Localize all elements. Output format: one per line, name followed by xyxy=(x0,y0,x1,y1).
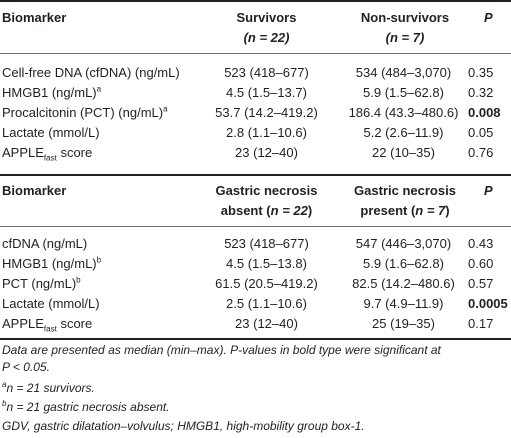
table1-row-p-value: 0.05 xyxy=(468,125,494,140)
row-label-text: HMGB1 (ng/mL) xyxy=(2,256,97,271)
table2-row-value-group1: 4.5 (1.5–13.8) xyxy=(226,256,307,271)
table1-row-p-value: 0.008 xyxy=(468,105,501,120)
table2-row-label: HMGB1 (ng/mL)b xyxy=(2,256,101,272)
row-label-footnote-marker: b xyxy=(76,275,81,285)
table2-row-value-group2: 25 (19–35) xyxy=(372,316,435,331)
table2-header-rule xyxy=(0,226,511,227)
table1-row-p-value: 0.32 xyxy=(468,85,494,100)
row-label-subscript: fast xyxy=(43,324,57,334)
table2-header-present-n: present (n = 7) xyxy=(360,203,450,218)
table1-row-label: Procalcitonin (PCT) (ng/mL)a xyxy=(2,105,168,121)
row-label-footnote-marker: a xyxy=(96,84,102,94)
table2-row-p-value: 0.43 xyxy=(468,236,494,251)
table2-row-value-group2: 9.7 (4.9–11.9) xyxy=(363,296,444,311)
table1-row-value-group1: 523 (418–677) xyxy=(224,65,309,80)
footnote-b: bn = 21 gastric necrosis absent. xyxy=(2,399,507,416)
row-label-text: Lactate (mmol/L) xyxy=(2,125,100,140)
table2-row-label: Lactate (mmol/L) xyxy=(2,296,100,312)
footnote-a-marker: a xyxy=(2,380,7,389)
footnote-main-line2: P < 0.05. xyxy=(2,360,50,374)
table2-header-absent: Gastric necrosis xyxy=(215,183,318,198)
table2-top-rule xyxy=(0,174,511,176)
table1-row-label: Lactate (mmol/L) xyxy=(2,125,100,141)
table1-row-value-group2: 5.9 (1.5–62.8) xyxy=(363,85,444,100)
table1-row-value-group1: 23 (12–40) xyxy=(235,145,298,160)
table1-header-survivors-n: (n = 22) xyxy=(243,30,290,45)
table2-row-value-group1: 61.5 (20.5–419.2) xyxy=(215,276,318,291)
table1-header-p: P xyxy=(484,10,493,25)
row-label-footnote-marker: a xyxy=(163,104,168,114)
footnote-a: an = 21 survivors. xyxy=(2,380,507,397)
table2-row-value-group2: 5.9 (1.6–62.8) xyxy=(363,256,444,271)
table1-row-p-value: 0.35 xyxy=(468,65,494,80)
row-label-text: HMGB1 (ng/mL) xyxy=(2,85,97,100)
row-label-footnote-marker: b xyxy=(96,255,102,265)
row-label-text: Cell-free DNA (cfDNA) (ng/mL) xyxy=(2,65,180,80)
row-label-suffix: score xyxy=(56,316,93,331)
table2-header-absent-n: absent (n = 22) xyxy=(220,203,313,218)
table1-row-label: Cell-free DNA (cfDNA) (ng/mL) xyxy=(2,65,180,81)
table1-row-value-group2: 186.4 (43.3–480.6) xyxy=(348,105,459,120)
row-label-text: APPLE xyxy=(2,316,44,331)
table2-header-present: Gastric necrosis xyxy=(354,183,456,198)
table2-row-p-value: 0.60 xyxy=(468,256,494,271)
table1-top-rule xyxy=(0,0,511,2)
table2-row-value-group1: 2.5 (1.1–10.6) xyxy=(226,296,307,311)
table2-header-biomarker: Biomarker xyxy=(2,183,67,198)
table2-row-p-value: 0.0005 xyxy=(468,296,508,311)
table2-row-value-group2: 82.5 (14.2–480.6) xyxy=(352,276,455,291)
footnote-b-marker: b xyxy=(2,399,7,408)
table1-row-label: APPLEfast score xyxy=(2,145,93,163)
table1-row-p-value: 0.76 xyxy=(468,145,494,160)
footnote-main-line1: Data are presented as median (min–max). … xyxy=(2,343,441,357)
row-label-text: PCT (ng/mL) xyxy=(2,276,77,291)
table2-row-value-group1: 523 (418–677) xyxy=(224,236,309,251)
table2-row-value-group2: 547 (446–3,070) xyxy=(355,236,452,251)
table1-row-value-group1: 2.8 (1.1–10.6) xyxy=(226,125,307,140)
table2-row-label: APPLEfast score xyxy=(2,316,93,334)
row-label-suffix: score xyxy=(56,145,93,160)
table-bottom-rule xyxy=(0,338,511,340)
table1-row-value-group2: 5.2 (2.6–11.9) xyxy=(363,125,444,140)
row-label-text: Lactate (mmol/L) xyxy=(2,296,100,311)
table2-row-label: cfDNA (ng/mL) xyxy=(2,236,87,252)
footnote-a-text: n = 21 survivors. xyxy=(6,381,95,395)
footnote-b-text: n = 21 gastric necrosis absent. xyxy=(6,400,170,414)
row-label-subscript: fast xyxy=(43,153,57,163)
table1-header-nonsurvivors: Non-survivors xyxy=(360,10,450,25)
row-label-text: cfDNA (ng/mL) xyxy=(2,236,88,251)
table2-row-p-value: 0.57 xyxy=(468,276,494,291)
table1-row-label: HMGB1 (ng/mL)a xyxy=(2,85,101,101)
table1-header-survivors: Survivors xyxy=(236,10,297,25)
row-label-text: Procalcitonin (PCT) (ng/mL) xyxy=(2,105,164,120)
table1-row-value-group2: 534 (484–3,070) xyxy=(355,65,452,80)
footnote-abbreviations: GDV, gastric dilatation–volvulus; HMGB1,… xyxy=(2,419,365,433)
table1-row-value-group1: 53.7 (14.2–419.2) xyxy=(215,105,318,120)
table1-row-value-group1: 4.5 (1.5–13.7) xyxy=(226,85,307,100)
table2-header-p: P xyxy=(484,183,493,198)
table1-header-biomarker: Biomarker xyxy=(2,10,67,25)
row-label-text: APPLE xyxy=(2,145,44,160)
table2-row-label: PCT (ng/mL)b xyxy=(2,276,81,292)
table2-row-value-group1: 23 (12–40) xyxy=(235,316,298,331)
table1-header-nonsurvivors-n: (n = 7) xyxy=(385,30,425,45)
table1-row-value-group2: 22 (10–35) xyxy=(372,145,435,160)
table2-row-p-value: 0.17 xyxy=(468,316,494,331)
table1-header-rule xyxy=(0,53,511,54)
